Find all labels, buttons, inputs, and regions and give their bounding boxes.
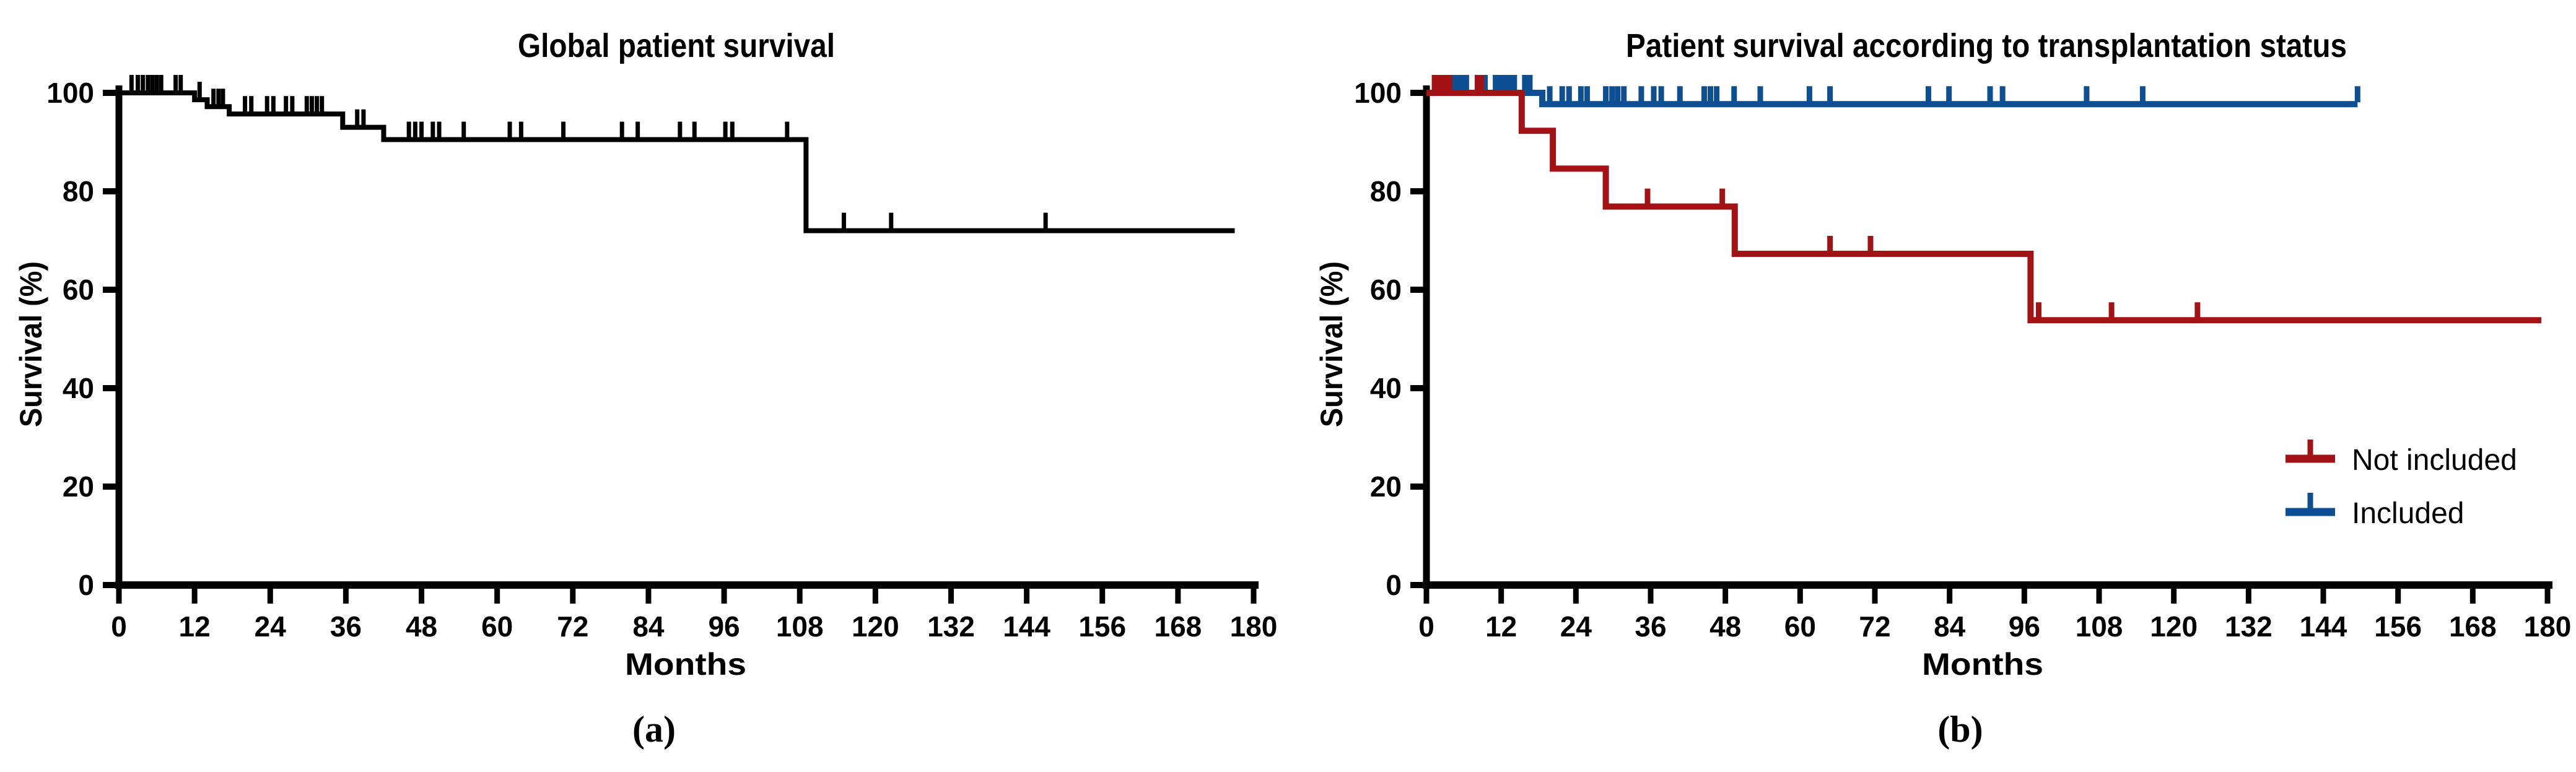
survival-curve-not-included bbox=[1426, 90, 2541, 324]
x-tick-label: 144 bbox=[2300, 610, 2347, 643]
y-tick-label: 40 bbox=[1370, 372, 1402, 404]
y-tick-label: 20 bbox=[63, 471, 94, 503]
y-tick-label: 60 bbox=[1370, 274, 1402, 306]
panel-a-caption: (a) bbox=[632, 709, 676, 750]
x-tick-label: 36 bbox=[330, 610, 362, 643]
y-tick-label: 20 bbox=[1370, 471, 1402, 503]
chart-a-title: Global patient survival bbox=[518, 27, 835, 64]
x-tick-label: 12 bbox=[1485, 610, 1517, 643]
panel-a: 0 20 40 60 80 100 0 12 24 36 48 60 72 84 96 108 120 132 14… bbox=[14, 27, 1277, 750]
legend-label-not-included: Not included bbox=[2352, 444, 2517, 477]
x-tick-label: 48 bbox=[1709, 610, 1741, 643]
y-tick-label: 60 bbox=[63, 274, 94, 306]
y-tick-label: 40 bbox=[63, 372, 94, 404]
y-tick-label: 0 bbox=[78, 569, 94, 601]
x-tick-label: 168 bbox=[2449, 610, 2497, 643]
y-tick-label: 100 bbox=[1354, 77, 1402, 109]
panel-a-plot-area: 0 20 40 60 80 100 0 12 24 36 48 60 72 84 96 108 120 132 14… bbox=[46, 75, 1277, 643]
survival-curve-all-patients bbox=[119, 90, 1235, 233]
x-tick-label: 36 bbox=[1635, 610, 1666, 643]
x-tick-label: 84 bbox=[632, 610, 665, 643]
panel-b-caption: (b) bbox=[1937, 709, 1983, 750]
chart-b-x-axis-label: Months bbox=[1922, 647, 2043, 682]
chart-b-title: Patient survival according to transplant… bbox=[1626, 27, 2347, 64]
x-tick-label: 144 bbox=[1003, 610, 1050, 643]
x-tick-label: 24 bbox=[1560, 610, 1592, 643]
legend-label-included: Included bbox=[2352, 497, 2464, 530]
x-tick-label: 108 bbox=[2076, 610, 2123, 643]
x-tick-label: 48 bbox=[406, 610, 437, 643]
x-tick-label: 180 bbox=[2524, 610, 2572, 643]
x-tick-label: 84 bbox=[1934, 610, 1966, 643]
x-tick-label: 96 bbox=[708, 610, 740, 643]
y-tick-label: 100 bbox=[46, 77, 94, 109]
chart-b-y-axis-label: Survival (%) bbox=[1314, 261, 1349, 427]
panel-b-plot-area: 0 20 40 60 80 100 0 12 24 36 48 60 72 84 96 108 120 132 14… bbox=[1354, 75, 2571, 643]
panel-b: 0 20 40 60 80 100 0 12 24 36 48 60 72 84 96 108 120 132 14… bbox=[1314, 27, 2571, 750]
y-tick-label: 0 bbox=[1386, 569, 1402, 601]
x-tick-label: 156 bbox=[1078, 610, 1126, 643]
x-tick-label: 120 bbox=[2150, 610, 2198, 643]
x-tick-label: 60 bbox=[1784, 610, 1816, 643]
chart-a-y-axis-label: Survival (%) bbox=[14, 261, 48, 427]
x-tick-label: 0 bbox=[111, 610, 127, 643]
x-tick-label: 96 bbox=[2009, 610, 2040, 643]
x-tick-label: 132 bbox=[927, 610, 975, 643]
x-tick-label: 180 bbox=[1230, 610, 1278, 643]
x-tick-label: 60 bbox=[481, 610, 513, 643]
x-tick-label: 132 bbox=[2225, 610, 2273, 643]
legend-markers bbox=[2286, 440, 2335, 516]
x-tick-label: 156 bbox=[2374, 610, 2422, 643]
legend: Not included Included bbox=[2286, 440, 2517, 530]
x-tick-label: 108 bbox=[776, 610, 824, 643]
y-tick-label: 80 bbox=[1370, 175, 1402, 207]
x-tick-label: 72 bbox=[557, 610, 588, 643]
survival-curve-included bbox=[1426, 90, 2358, 108]
x-tick-label: 0 bbox=[1418, 610, 1434, 643]
x-tick-label: 168 bbox=[1154, 610, 1202, 643]
chart-a-x-axis-label: Months bbox=[625, 647, 746, 682]
y-tick-label: 80 bbox=[63, 175, 94, 207]
x-tick-label: 12 bbox=[179, 610, 211, 643]
x-tick-label: 72 bbox=[1859, 610, 1890, 643]
x-tick-label: 24 bbox=[255, 610, 287, 643]
x-tick-label: 120 bbox=[852, 610, 899, 643]
